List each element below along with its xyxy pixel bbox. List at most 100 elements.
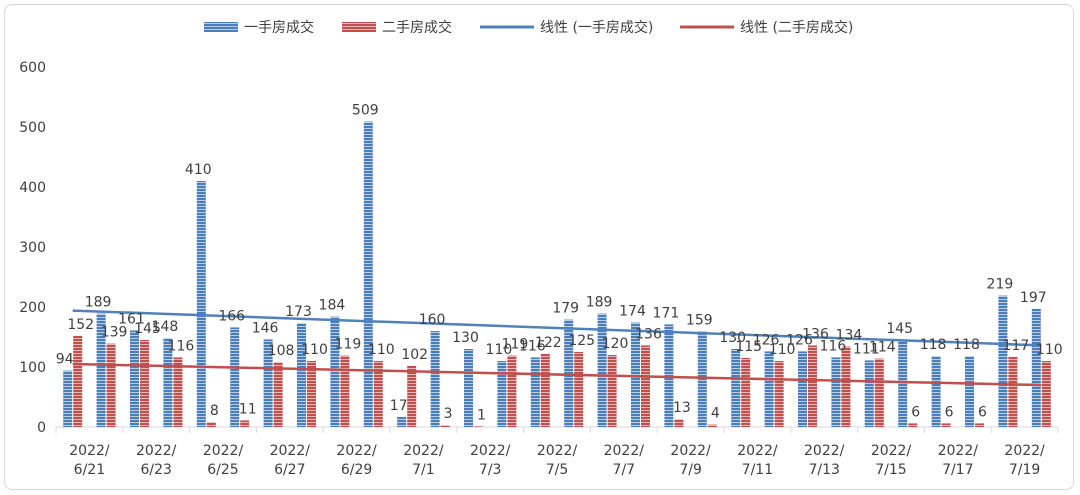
bar-series-1 [196,181,206,427]
data-label-series-1: 159 [686,313,713,329]
data-label-series-2: 11 [239,401,257,417]
data-label-series-1: 219 [987,277,1014,293]
bar-series-2 [173,357,183,427]
data-label-series-1: 146 [252,320,279,336]
bar-series-1 [798,351,807,427]
bar-series-1 [631,322,640,427]
data-label-series-1: 161 [118,311,145,327]
legend-label-trend-1: 线性 (一手房成交) [540,19,653,36]
data-label-series-2: 110 [769,342,796,358]
x-tick-label: 2022/7/19 [1004,443,1045,478]
y-tick-label: 200 [19,300,46,316]
bar-series-1 [397,416,407,427]
data-label-series-2: 122 [535,335,562,351]
data-label-series-1: 145 [886,321,913,337]
x-tick-label: 2022/7/1 [403,443,444,478]
legend-item-trend-1: 线性 (一手房成交) [480,19,653,36]
bar-series-2 [140,340,149,427]
data-label-series-1: 171 [653,305,680,321]
bar-series-2 [741,358,751,427]
bar-series-1 [697,331,707,427]
trendline-1 [72,309,1042,347]
bar-series-2 [674,419,684,427]
bar-series-1 [464,349,473,427]
data-label-series-1: 94 [56,352,74,368]
bar-series-2 [908,423,918,427]
data-label-series-1: 148 [152,319,179,335]
data-label-series-2: 116 [168,338,195,354]
data-label-series-2: 136 [802,326,829,342]
bar-series-1 [864,360,874,427]
data-label-series-2: 115 [735,339,762,355]
bar-series-1 [430,331,440,427]
bar-series-2 [507,355,517,427]
data-label-series-2: 139 [101,325,128,341]
bar-series-2 [707,424,717,427]
data-label-series-2: 4 [711,406,720,422]
x-axis: 2022/6/21 2022/6/23 2022/6/25 2022/6/27 2022… [55,426,1059,478]
data-label-series-2: 114 [869,340,896,356]
bar-series-2 [474,426,483,427]
bar-series-2 [373,361,383,427]
bar-series-2 [607,355,617,427]
bar-series-1 [1031,308,1041,427]
bar-series-1 [597,313,607,427]
data-label-series-2: 110 [301,342,328,358]
data-label-series-1: 116 [820,338,847,354]
x-tick-label: 2022/7/5 [537,443,578,478]
x-tick-label: 2022/7/13 [804,443,845,478]
bars [63,121,1051,427]
x-tick-label: 2022/6/23 [136,443,177,478]
data-label-series-1: 160 [419,312,446,328]
y-tick-label: 400 [19,180,46,196]
bar-series-1 [497,361,507,427]
bar-series-2 [440,425,450,427]
data-label-series-2: 13 [673,400,691,416]
x-tick-label: 2022/6/29 [336,443,377,478]
data-label-series-2: 120 [602,336,629,352]
data-label-series-1: 166 [218,308,245,324]
data-label-series-1: 189 [85,295,112,311]
y-tick-label: 0 [37,420,46,436]
bar-series-1 [230,327,240,427]
bar-series-1 [530,357,540,427]
data-label-series-2: 6 [978,404,987,420]
y-tick-label: 300 [19,240,46,256]
bar-series-1 [263,339,273,427]
bar-series-1 [297,323,306,427]
bar-series-2 [1008,356,1018,427]
data-label-series-2: 134 [836,328,863,344]
legend-swatch-series-1 [204,22,238,32]
bar-series-1 [96,313,106,427]
bar-series-1 [965,356,974,427]
data-label-series-1: 509 [352,103,379,119]
data-label-series-1: 110 [486,342,513,358]
legend-item-series-2: 二手房成交 [342,19,452,36]
data-label-series-1: 197 [1020,290,1047,306]
data-label-series-1: 126 [753,332,780,348]
bar-series-1 [831,357,841,427]
x-tick-label: 2022/7/7 [604,443,645,478]
legend-label-trend-2: 线性 (二手房成交) [740,19,853,36]
bar-series-1 [363,121,373,427]
data-label-series-1: 410 [185,162,212,178]
data-label-series-2: 117 [1003,338,1030,354]
bar-series-2 [73,335,83,427]
bar-series-2 [975,423,984,427]
data-label-series-2: 136 [635,326,662,342]
bar-series-1 [898,340,908,427]
x-tick-label: 2022/7/17 [938,443,979,478]
data-label-series-2: 145 [134,321,161,337]
data-label-series-2: 3 [444,406,453,422]
bar-series-2 [808,345,817,427]
data-label-series-2: 8 [210,403,219,419]
bar-series-2 [106,343,116,427]
bar-series-1 [63,370,73,427]
data-label-series-1: 189 [586,295,613,311]
legend-swatch-series-2 [342,22,376,32]
data-label-series-1: 173 [285,304,312,320]
bar-series-1 [931,356,941,427]
data-label-series-1: 116 [519,338,546,354]
